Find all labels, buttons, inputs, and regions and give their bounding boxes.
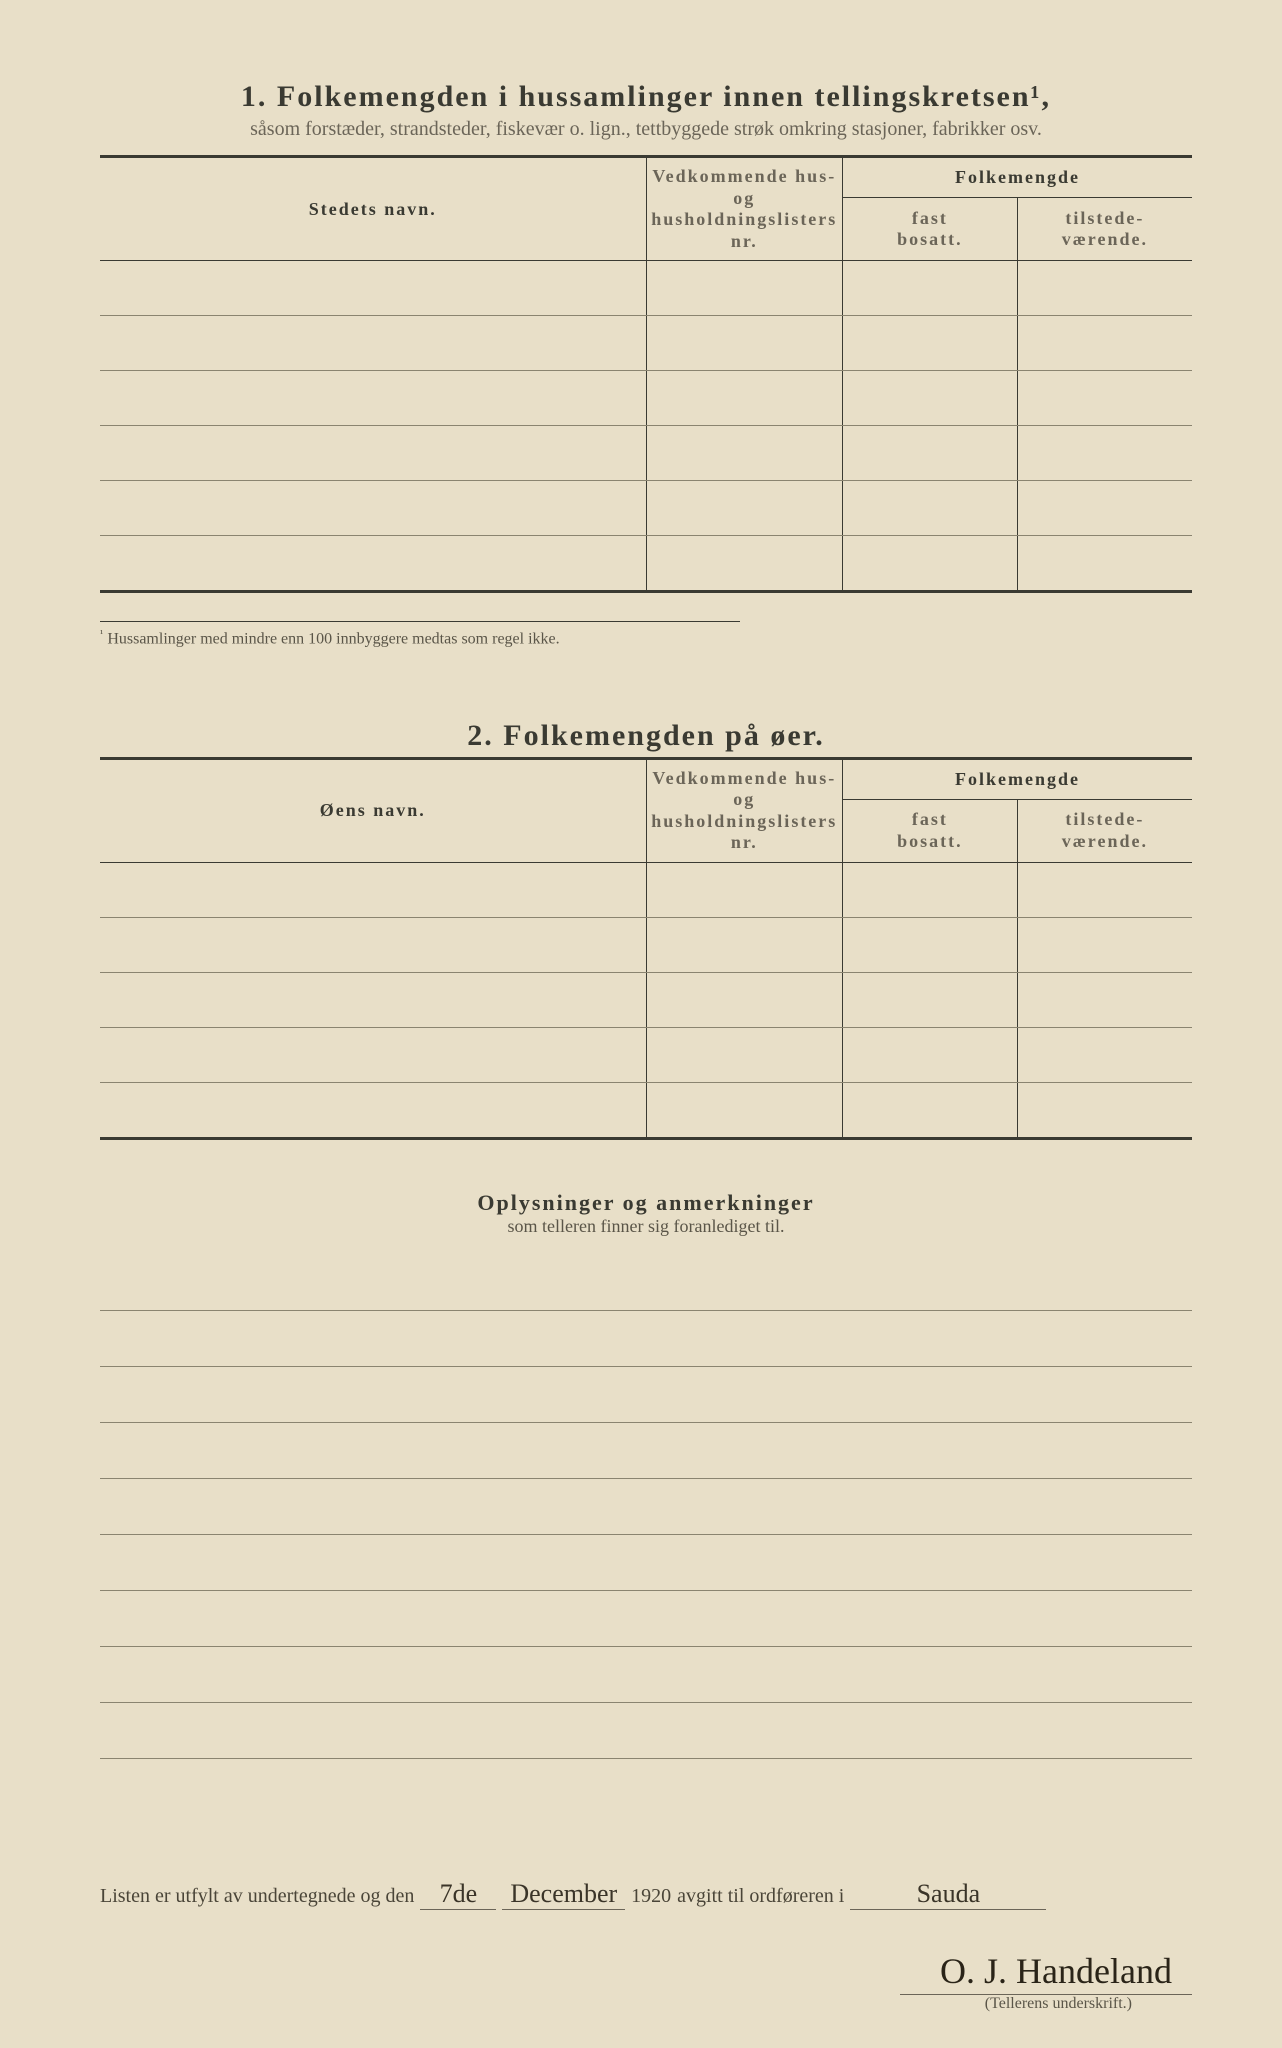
table-row [100,316,1192,371]
sig-year: 1920 [631,1885,671,1908]
col-folkemengde-2: Folkemengde [843,758,1192,799]
col-nr2-l2: husholdningslisters [651,811,839,833]
sig-middle: avgitt til ordføreren i [677,1885,844,1908]
table-row [100,973,1192,1028]
col-stedets-navn: Stedets navn. [100,157,646,261]
remark-line [100,1255,1192,1311]
section-3-title: Oplysninger og anmerkninger [100,1190,1192,1216]
col-nr-2: Vedkommende hus- og husholdningslisters … [646,758,843,862]
sig-day: 7de [420,1879,496,1910]
col-tilstede-2: tilstede- værende. [1017,799,1192,862]
footnote-text: Hussamlinger med mindre enn 100 innbygge… [107,631,559,648]
sig-place: Sauda [850,1879,1046,1910]
table-row [100,261,1192,316]
col-nr-l2: husholdningslisters [651,209,839,231]
sig-name: O. J. Handeland [900,1950,1192,1995]
signature-area: Listen er utfylt av undertegnede og den … [100,1879,1192,2013]
census-form-page: 1. Folkemengden i hussamlinger innen tel… [0,0,1282,2048]
remark-line [100,1479,1192,1535]
remark-line [100,1423,1192,1479]
section-1-subtitle: såsom forstæder, strandsteder, fiskevær … [100,118,1192,141]
sig-label: (Tellerens underskrift.) [100,1995,1192,2013]
footnote-1: ¹ Hussamlinger med mindre enn 100 innbyg… [100,621,740,648]
sig-prefix: Listen er utfylt av undertegnede og den [100,1885,414,1908]
section-3: Oplysninger og anmerkninger som telleren… [100,1190,1192,1759]
table-row [100,481,1192,536]
col-oens-navn: Øens navn. [100,758,646,862]
col-fast2-l1: fast [847,809,1013,831]
section-1-title: 1. Folkemengden i hussamlinger innen tel… [100,80,1192,114]
col-fast-2: fast bosatt. [843,799,1018,862]
section-2-number: 2. [467,719,494,752]
signature-under: O. J. Handeland (Tellerens underskrift.) [100,1950,1192,2013]
col-nr2-l1: Vedkommende hus- og [651,768,839,811]
section-2: 2. Folkemengden på øer. Øens navn. Vedko… [100,719,1192,1140]
table-row [100,536,1192,592]
sig-month: December [502,1879,625,1910]
section-3-subtitle: som telleren finner sig foranlediget til… [100,1216,1192,1237]
remark-line [100,1591,1192,1647]
footnote-marker: ¹ [100,628,103,640]
remark-line [100,1703,1192,1759]
col-fast: fast bosatt. [843,198,1018,261]
remark-line [100,1647,1192,1703]
col-til2-l2: værende. [1022,831,1188,853]
table-2: Øens navn. Vedkommende hus- og husholdni… [100,757,1192,1140]
col-folkemengde: Folkemengde [843,157,1192,198]
section-1-title-text: Folkemengden i hussamlinger innen tellin… [277,80,1051,113]
remark-line [100,1367,1192,1423]
table-row [100,371,1192,426]
remarks-lines [100,1255,1192,1759]
table-row [100,918,1192,973]
table-1: Stedets navn. Vedkommende hus- og hushol… [100,155,1192,593]
col-til-l1: tilstede- [1022,208,1188,230]
signature-line: Listen er utfylt av undertegnede og den … [100,1879,1192,1910]
col-nr-l3: nr. [651,231,839,253]
col-nr: Vedkommende hus- og husholdningslisters … [646,157,843,261]
section-1: 1. Folkemengden i hussamlinger innen tel… [100,80,1192,649]
remark-line [100,1311,1192,1367]
col-fast2-l2: bosatt. [847,831,1013,853]
table-row [100,1028,1192,1083]
col-tilstede: tilstede- værende. [1017,198,1192,261]
section-2-title-text: Folkemengden på øer. [503,719,824,752]
col-til2-l1: tilstede- [1022,809,1188,831]
section-2-title: 2. Folkemengden på øer. [100,719,1192,753]
table-row [100,426,1192,481]
table-row [100,1083,1192,1139]
table-row [100,863,1192,918]
remark-line [100,1535,1192,1591]
col-nr2-l3: nr. [651,832,839,854]
col-nr-l1: Vedkommende hus- og [651,166,839,209]
col-til-l2: værende. [1022,229,1188,251]
col-fast-l2: bosatt. [847,229,1013,251]
col-fast-l1: fast [847,208,1013,230]
section-1-number: 1. [241,80,268,113]
